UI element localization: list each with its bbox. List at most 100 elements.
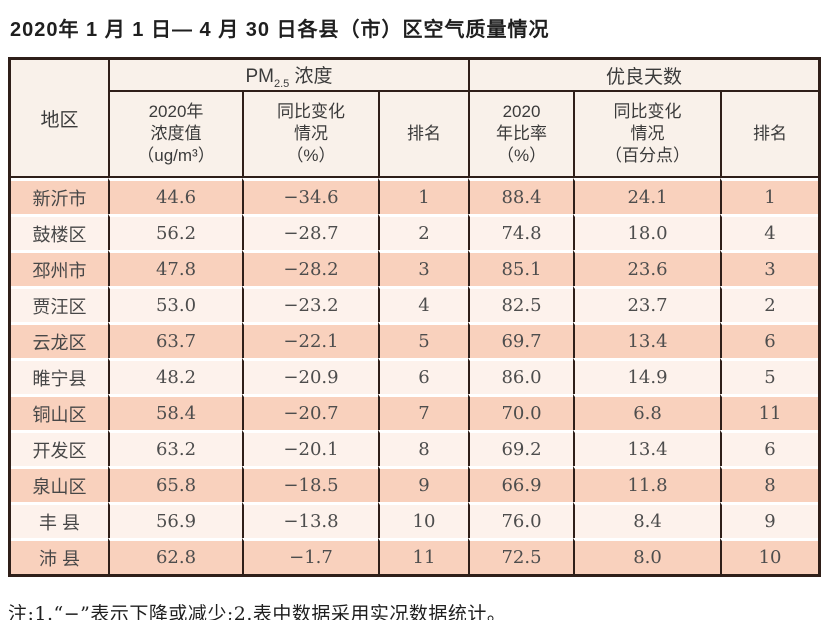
good-rank-cell: 9 — [720, 502, 819, 538]
group-header-row: 地区 PM2.5 浓度 优良天数 — [11, 60, 819, 178]
pm-value-cell: 63.2 — [108, 430, 242, 466]
pm-change-cell: −34.6 — [242, 178, 378, 214]
good-change-cell: 18.0 — [573, 214, 721, 250]
good-rank-cell: 8 — [720, 466, 819, 502]
pm-rank-cell: 5 — [378, 322, 469, 358]
good-rate-cell: 88.4 — [468, 178, 574, 214]
table-row: 铜山区 58.4 −20.7 7 70.0 6.8 11 — [11, 394, 819, 430]
region-cell: 丰 县 — [11, 502, 108, 538]
air-quality-table: 地区 PM2.5 浓度 优良天数 2020年 浓度值 （ug/m³） 同比变化 … — [11, 60, 819, 574]
good-rank-cell: 11 — [720, 394, 819, 430]
pm-change-cell: −22.1 — [242, 322, 378, 358]
pm-rank-cell: 2 — [378, 214, 469, 250]
pm-change-cell: −13.8 — [242, 502, 378, 538]
good-rate-cell: 74.8 — [468, 214, 574, 250]
pm-change-cell: −18.5 — [242, 466, 378, 502]
good-rate-cell: 85.1 — [468, 250, 574, 286]
region-cell: 新沂市 — [11, 178, 108, 214]
good-rate-cell: 70.0 — [468, 394, 574, 430]
table-row: 邳州市 47.8 −28.2 3 85.1 23.6 3 — [11, 250, 819, 286]
pm-rank-cell: 11 — [378, 538, 469, 574]
pm-value-cell: 56.9 — [108, 502, 242, 538]
good-change-cell: 13.4 — [573, 430, 721, 466]
good-rate-cell: 69.7 — [468, 322, 574, 358]
table-row: 睢宁县 48.2 −20.9 6 86.0 14.9 5 — [11, 358, 819, 394]
column-header-good-rate: 2020 年比率 （%） — [468, 92, 574, 178]
column-header-good-change: 同比变化 情况 （百分点） — [573, 92, 721, 178]
good-rate-cell: 82.5 — [468, 286, 574, 322]
pm-change-cell: −20.7 — [242, 394, 378, 430]
pm-value-cell: 47.8 — [108, 250, 242, 286]
pm-label-subscript: 2.5 — [273, 77, 290, 90]
pm-rank-cell: 1 — [378, 178, 469, 214]
region-cell: 鼓楼区 — [11, 214, 108, 250]
good-rank-cell: 5 — [720, 358, 819, 394]
region-cell: 睢宁县 — [11, 358, 108, 394]
good-change-cell: 13.4 — [573, 322, 721, 358]
good-change-cell: 23.7 — [573, 286, 721, 322]
pm-change-cell: −1.7 — [242, 538, 378, 574]
table-row: 贾汪区 53.0 −23.2 4 82.5 23.7 2 — [11, 286, 819, 322]
good-rate-cell: 72.5 — [468, 538, 574, 574]
pm-change-cell: −28.2 — [242, 250, 378, 286]
page-title: 2020年 1 月 1 日— 4 月 30 日各县（市）区空气质量情况 — [10, 19, 550, 41]
table-row: 丰 县 56.9 −13.8 10 76.0 8.4 9 — [11, 502, 819, 538]
pm-label-rest: 浓度 — [289, 65, 333, 87]
good-rank-cell: 2 — [720, 286, 819, 322]
good-rate-cell: 86.0 — [468, 358, 574, 394]
good-change-cell: 11.8 — [573, 466, 721, 502]
pm-rank-cell: 7 — [378, 394, 469, 430]
footnote: 注:1.“−”表示下降或减少;2.表中数据采用实况数据统计。 — [8, 603, 507, 620]
pm-change-cell: −23.2 — [242, 286, 378, 322]
pm-value-cell: 58.4 — [108, 394, 242, 430]
pm-rank-cell: 6 — [378, 358, 469, 394]
pm-value-cell: 48.2 — [108, 358, 242, 394]
pm-value-cell: 65.8 — [108, 466, 242, 502]
column-group-pm25: PM2.5 浓度 — [108, 60, 469, 92]
good-rank-cell: 10 — [720, 538, 819, 574]
pm-change-cell: −20.1 — [242, 430, 378, 466]
region-cell: 云龙区 — [11, 322, 108, 358]
column-header-region: 地区 — [11, 60, 108, 178]
air-quality-table-frame: 地区 PM2.5 浓度 优良天数 2020年 浓度值 （ug/m³） 同比变化 … — [8, 57, 822, 577]
good-rate-cell: 69.2 — [468, 430, 574, 466]
table-row: 云龙区 63.7 −22.1 5 69.7 13.4 6 — [11, 322, 819, 358]
good-rate-cell: 76.0 — [468, 502, 574, 538]
good-rank-cell: 3 — [720, 250, 819, 286]
sub-header-row: 2020年 浓度值 （ug/m³） 同比变化 情况 （%） 排名 2020 年比… — [11, 92, 819, 178]
table-row: 新沂市 44.6 −34.6 1 88.4 24.1 1 — [11, 178, 819, 214]
pm-rank-cell: 4 — [378, 286, 469, 322]
column-header-pm-value: 2020年 浓度值 （ug/m³） — [108, 92, 242, 178]
table-row: 开发区 63.2 −20.1 8 69.2 13.4 6 — [11, 430, 819, 466]
page: 2020年 1 月 1 日— 4 月 30 日各县（市）区空气质量情况 地区 P… — [0, 13, 825, 620]
good-rank-cell: 6 — [720, 322, 819, 358]
column-header-pm-rank: 排名 — [378, 92, 469, 178]
pm-value-cell: 53.0 — [108, 286, 242, 322]
pm-rank-cell: 3 — [378, 250, 469, 286]
pm-rank-cell: 8 — [378, 430, 469, 466]
pm-value-cell: 63.7 — [108, 322, 242, 358]
table-body: 新沂市 44.6 −34.6 1 88.4 24.1 1 鼓楼区 56.2 −28.7 2 74.8 1… — [11, 178, 819, 574]
region-cell: 贾汪区 — [11, 286, 108, 322]
region-cell: 泉山区 — [11, 466, 108, 502]
good-rank-cell: 1 — [720, 178, 819, 214]
region-cell: 邳州市 — [11, 250, 108, 286]
pm-change-cell: −20.9 — [242, 358, 378, 394]
pm-rank-cell: 10 — [378, 502, 469, 538]
good-change-cell: 24.1 — [573, 178, 721, 214]
pm-rank-cell: 9 — [378, 466, 469, 502]
pm-value-cell: 56.2 — [108, 214, 242, 250]
column-header-good-rank: 排名 — [720, 92, 819, 178]
table-row: 鼓楼区 56.2 −28.7 2 74.8 18.0 4 — [11, 214, 819, 250]
pm-change-cell: −28.7 — [242, 214, 378, 250]
pm-value-cell: 44.6 — [108, 178, 242, 214]
table-row: 沛 县 62.8 −1.7 11 72.5 8.0 10 — [11, 538, 819, 574]
pm-value-cell: 62.8 — [108, 538, 242, 574]
good-rate-cell: 66.9 — [468, 466, 574, 502]
good-rank-cell: 4 — [720, 214, 819, 250]
good-change-cell: 14.9 — [573, 358, 721, 394]
column-header-pm-change: 同比变化 情况 （%） — [242, 92, 378, 178]
region-cell: 铜山区 — [11, 394, 108, 430]
good-rank-cell: 6 — [720, 430, 819, 466]
pm-label-base: PM — [245, 65, 274, 87]
